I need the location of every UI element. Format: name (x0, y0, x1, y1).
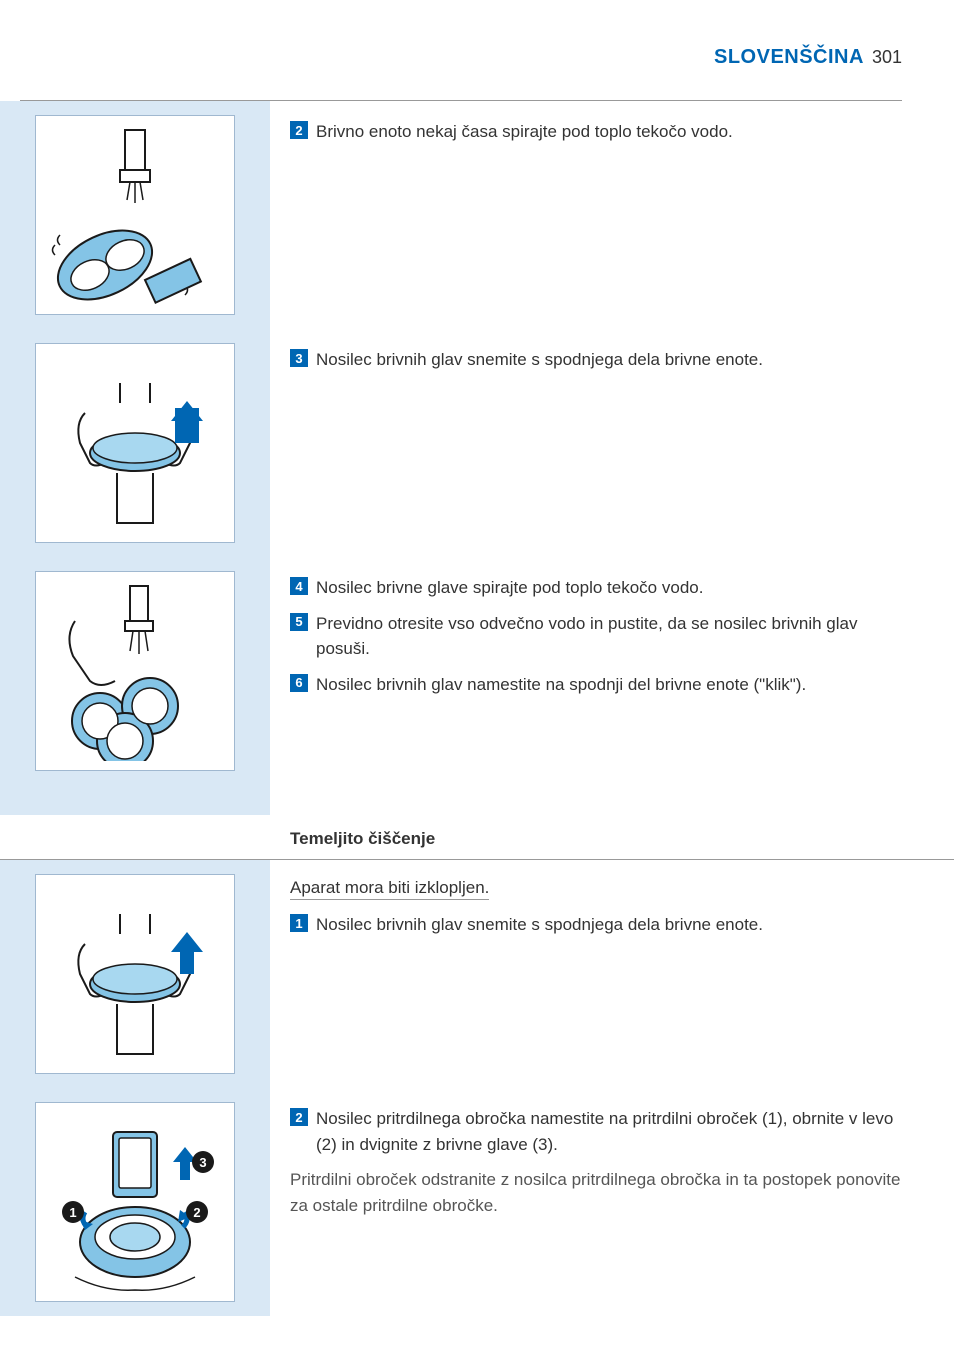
remove-holder-icon (45, 884, 225, 1064)
step-section-4-5-6: 4 Nosilec brivne glave spirajte pod topl… (0, 557, 954, 785)
step-section-2: 2 Brivno enoto nekaj časa spirajte pod t… (0, 101, 954, 329)
step-text: Nosilec brivnih glav namestite na spodnj… (316, 672, 806, 698)
text-column: Aparat mora biti izklopljen. 1 Nosilec b… (270, 860, 954, 966)
step-text: Nosilec pritrdilnega obročka namestite n… (316, 1106, 902, 1157)
illustration-column (0, 557, 270, 785)
step-row: 2 Nosilec pritrdilnega obročka namestite… (290, 1106, 902, 1157)
remove-head-holder-illustration (35, 343, 235, 543)
step-row: 6 Nosilec brivnih glav namestite na spod… (290, 672, 902, 698)
step-row: 1 Nosilec brivnih glav snemite s spodnje… (290, 912, 902, 938)
step-number-badge: 6 (290, 674, 308, 692)
rinse-head-holder-illustration (35, 571, 235, 771)
illustration-column (0, 101, 270, 329)
step-text: Previdno otresite vso odvečno vodo in pu… (316, 611, 902, 662)
step-number-badge: 1 (290, 914, 308, 932)
remove-head-holder-illustration-2 (35, 874, 235, 1074)
safety-note: Aparat mora biti izklopljen. (290, 878, 489, 900)
step-text: Nosilec brivnih glav snemite s spodnjega… (316, 347, 763, 373)
page-header: SLOVENŠČINA 301 (714, 46, 902, 69)
illustration-column: 1 2 3 (0, 1088, 270, 1316)
step-text: Nosilec brivne glave spirajte pod toplo … (316, 575, 703, 601)
subheading-thorough-cleaning: Temeljito čiščenje (0, 815, 954, 860)
page-number: 301 (872, 47, 902, 68)
content-area: 2 Brivno enoto nekaj časa spirajte pod t… (0, 100, 954, 1316)
illustration-column (0, 860, 270, 1088)
retaining-ring-icon: 1 2 3 (45, 1112, 225, 1292)
faucet-rinse-icon (45, 125, 225, 305)
text-column: 3 Nosilec brivnih glav snemite s spodnje… (270, 329, 954, 401)
step-section-thorough-1: Aparat mora biti izklopljen. 1 Nosilec b… (0, 860, 954, 1088)
illustration-column (0, 329, 270, 557)
language-title: SLOVENŠČINA (714, 46, 864, 69)
step-row: 2 Brivno enoto nekaj časa spirajte pod t… (290, 119, 902, 145)
step-section-thorough-2: 1 2 3 2 Nosilec pritrdilnega obročka nam… (0, 1088, 954, 1316)
step-row: 5 Previdno otresite vso odvečno vodo in … (290, 611, 902, 662)
illustration-spacer (0, 785, 270, 815)
text-column: 4 Nosilec brivne glave spirajte pod topl… (270, 557, 954, 725)
callout-2: 2 (193, 1205, 200, 1220)
step-section-3: 3 Nosilec brivnih glav snemite s spodnje… (0, 329, 954, 557)
text-column: 2 Brivno enoto nekaj časa spirajte pod t… (270, 101, 954, 173)
body-paragraph: Pritrdilni obroček odstranite z nosilca … (290, 1167, 902, 1218)
step-number-badge: 2 (290, 121, 308, 139)
step-number-badge: 2 (290, 1108, 308, 1126)
step-text: Nosilec brivnih glav snemite s spodnjega… (316, 912, 763, 938)
callout-1: 1 (69, 1205, 76, 1220)
step-number-badge: 4 (290, 577, 308, 595)
step-text: Brivno enoto nekaj časa spirajte pod top… (316, 119, 733, 145)
retaining-ring-illustration: 1 2 3 (35, 1102, 235, 1302)
remove-holder-icon (45, 353, 225, 533)
text-column: 2 Nosilec pritrdilnega obročka namestite… (270, 1088, 954, 1236)
step-number-badge: 3 (290, 349, 308, 367)
rinse-shaving-unit-illustration (35, 115, 235, 315)
rinse-holder-icon (45, 581, 225, 761)
callout-3: 3 (199, 1155, 206, 1170)
spacer-section (0, 785, 954, 815)
step-row: 4 Nosilec brivne glave spirajte pod topl… (290, 575, 902, 601)
step-row: 3 Nosilec brivnih glav snemite s spodnje… (290, 347, 902, 373)
step-number-badge: 5 (290, 613, 308, 631)
